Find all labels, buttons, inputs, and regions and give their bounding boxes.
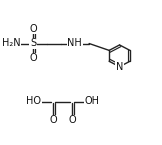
Text: O: O	[29, 24, 37, 34]
Text: OH: OH	[84, 97, 99, 106]
Text: S: S	[30, 39, 36, 48]
Text: O: O	[49, 115, 57, 125]
Text: O: O	[29, 53, 37, 63]
Text: O: O	[69, 115, 76, 125]
Text: NH: NH	[67, 39, 82, 48]
Text: N: N	[116, 62, 123, 72]
Text: H₂N: H₂N	[2, 39, 21, 48]
Text: HO: HO	[26, 97, 41, 106]
